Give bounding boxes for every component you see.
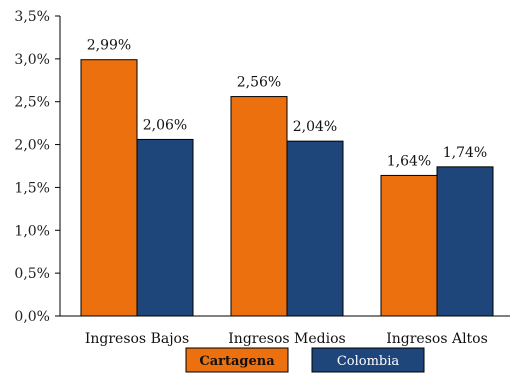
- x-axis: Ingresos Bajos Ingresos Medios Ingresos Al…: [60, 315, 510, 347]
- data-label: 2,99%: [87, 38, 131, 54]
- bar-colombia-1: [286, 140, 344, 317]
- bar-cartagena-1: [230, 96, 288, 317]
- y-axis: 0,0% 0,5% 1,0% 1,5% 2,0% 2,5% 3,0% 3,5%: [14, 9, 61, 325]
- y-tick-label: 3,0%: [14, 52, 50, 68]
- bar-colombia-0: [136, 138, 194, 317]
- legend-label-colombia: Colombia: [337, 354, 400, 369]
- y-tick-label: 2,5%: [14, 95, 50, 111]
- y-tick-label: 0,5%: [14, 266, 50, 282]
- y-tick-label: 0,0%: [14, 309, 50, 325]
- data-label: 1,74%: [443, 145, 487, 161]
- legend-swatch-colombia: [311, 347, 425, 373]
- bar-cartagena-2: [380, 174, 438, 317]
- data-label: 2,56%: [237, 75, 281, 91]
- x-category-label: Ingresos Medios: [228, 331, 345, 347]
- legend: Cartagena Colombia: [185, 347, 425, 373]
- x-category-label: Ingresos Bajos: [85, 331, 189, 347]
- y-tick-label: 1,0%: [14, 223, 50, 239]
- bar-cartagena-0: [80, 59, 138, 317]
- y-tick-label: 3,5%: [14, 9, 50, 25]
- data-label: 2,04%: [293, 119, 337, 135]
- bars-group: 2,99% 2,06% 2,56% 2,04% 1,64% 1,74%: [80, 38, 494, 317]
- legend-label-cartagena: Cartagena: [199, 354, 275, 369]
- bar-colombia-2: [436, 166, 494, 317]
- y-tick-label: 1,5%: [14, 180, 50, 196]
- x-category-label: Ingresos Altos: [386, 331, 488, 347]
- data-label: 2,06%: [143, 117, 187, 133]
- legend-swatch-cartagena: [185, 347, 289, 373]
- data-label: 1,64%: [387, 153, 431, 169]
- y-tick-label: 2,0%: [14, 138, 50, 154]
